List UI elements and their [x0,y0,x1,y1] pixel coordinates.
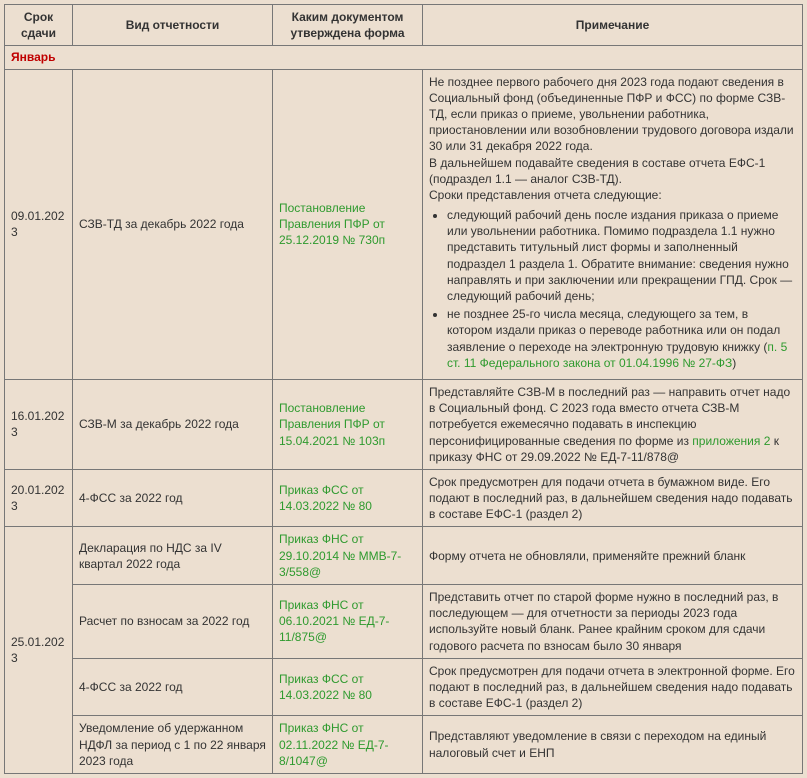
header-note: Примечание [423,5,803,46]
table-row: 20.01.2023 4-ФСС за 2022 год Приказ ФСС … [5,469,803,527]
cell-report: 4-ФСС за 2022 год [73,469,273,527]
appendix-link[interactable]: приложения 2 [692,434,770,448]
cell-report: СЗВ-М за декабрь 2022 года [73,379,273,469]
table-row: Расчет по взносам за 2022 год Приказ ФНС… [5,585,803,659]
header-report-type: Вид отчетности [73,5,273,46]
cell-date: 16.01.2023 [5,379,73,469]
cell-document: Приказ ФСС от 14.03.2022 № 80 [273,469,423,527]
cell-date: 25.01.2023 [5,527,73,773]
cell-note: Представить отчет по старой форме нужно … [423,585,803,659]
document-link[interactable]: Приказ ФНС от 29.10.2014 № ММВ-7-3/558@ [279,532,401,578]
note-text: ) [732,356,736,370]
cell-note: Не позднее первого рабочего дня 2023 год… [423,69,803,379]
document-link[interactable]: Приказ ФНС от 06.10.2021 № ЕД-7-11/875@ [279,598,389,644]
note-list-item: следующий рабочий день после издания при… [447,207,796,304]
note-list: следующий рабочий день после издания при… [447,207,796,371]
document-link[interactable]: Постановление Правления ПФР от 25.12.201… [279,201,385,247]
header-document: Каким документом утверждена форма [273,5,423,46]
cell-note: Форму отчета не обновляли, применяйте пр… [423,527,803,585]
cell-document: Приказ ФНС от 02.11.2022 № ЕД-7-8/1047@ [273,716,423,774]
header-deadline: Срок сдачи [5,5,73,46]
cell-date: 09.01.2023 [5,69,73,379]
note-text: В дальнейшем подавайте сведения в состав… [429,156,765,186]
cell-note: Представляйте СЗВ-М в последний раз — на… [423,379,803,469]
note-text: Не позднее первого рабочего дня 2023 год… [429,75,794,154]
cell-document: Приказ ФНС от 06.10.2021 № ЕД-7-11/875@ [273,585,423,659]
cell-document: Приказ ФНС от 29.10.2014 № ММВ-7-3/558@ [273,527,423,585]
cell-note: Срок предусмотрен для подачи отчета в бу… [423,469,803,527]
note-text: Сроки представления отчета следующие: [429,188,662,202]
cell-report: 4-ФСС за 2022 год [73,658,273,716]
document-link[interactable]: Приказ ФСС от 14.03.2022 № 80 [279,672,372,702]
month-label: Январь [5,46,803,69]
cell-note: Срок предусмотрен для подачи отчета в эл… [423,658,803,716]
note-list-item: не позднее 25-го числа месяца, следующег… [447,306,796,371]
cell-document: Постановление Правления ПФР от 15.04.202… [273,379,423,469]
table-header-row: Срок сдачи Вид отчетности Каким документ… [5,5,803,46]
cell-document: Приказ ФСС от 14.03.2022 № 80 [273,658,423,716]
document-link[interactable]: Постановление Правления ПФР от 15.04.202… [279,401,385,447]
month-row: Январь [5,46,803,69]
document-link[interactable]: Приказ ФНС от 02.11.2022 № ЕД-7-8/1047@ [279,721,389,767]
cell-date: 20.01.2023 [5,469,73,527]
cell-note: Представляют уведомление в связи с перех… [423,716,803,774]
table-row: 16.01.2023 СЗВ-М за декабрь 2022 года По… [5,379,803,469]
reporting-schedule-table: Срок сдачи Вид отчетности Каким документ… [4,4,803,774]
document-link[interactable]: Приказ ФСС от 14.03.2022 № 80 [279,483,372,513]
table-row: Уведомление об удержанном НДФЛ за период… [5,716,803,774]
table-row: 09.01.2023 СЗВ-ТД за декабрь 2022 года П… [5,69,803,379]
cell-document: Постановление Правления ПФР от 25.12.201… [273,69,423,379]
cell-report: Уведомление об удержанном НДФЛ за период… [73,716,273,774]
note-text: не позднее 25-го числа месяца, следующег… [447,307,780,353]
cell-report: СЗВ-ТД за декабрь 2022 года [73,69,273,379]
cell-report: Расчет по взносам за 2022 год [73,585,273,659]
table-row: 25.01.2023 Декларация по НДС за IV кварт… [5,527,803,585]
cell-report: Декларация по НДС за IV квартал 2022 год… [73,527,273,585]
table-row: 4-ФСС за 2022 год Приказ ФСС от 14.03.20… [5,658,803,716]
